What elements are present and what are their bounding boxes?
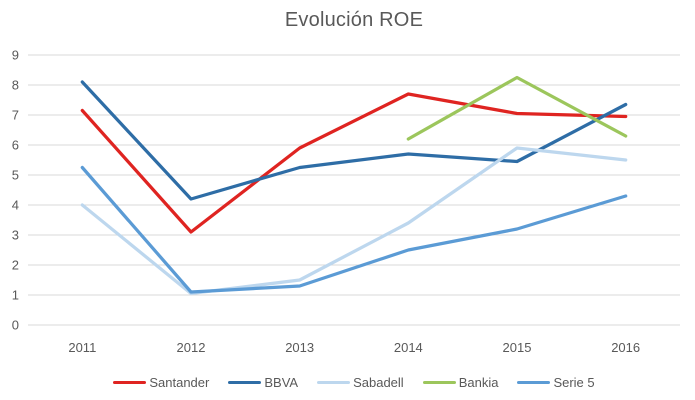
series-line-sabadell — [80, 146, 628, 296]
y-tick-label: 9 — [12, 48, 19, 63]
legend-item-serie-5: Serie 5 — [517, 375, 595, 390]
x-tick-label: 2016 — [611, 340, 640, 355]
legend-label: Bankia — [458, 375, 499, 390]
x-tick-label: 2013 — [285, 340, 314, 355]
legend-item-sabadell: Sabadell — [317, 375, 404, 390]
legend-label: Santander — [149, 375, 210, 390]
legend: Santander BBVA Sabadell Bankia Serie 5 — [28, 375, 680, 390]
series-line-bankia — [406, 75, 628, 141]
legend-item-santander: Santander — [113, 375, 209, 390]
y-tick-label: 5 — [12, 168, 19, 183]
legend-swatch — [422, 380, 456, 385]
x-tick-label: 2012 — [177, 340, 206, 355]
y-tick-label: 0 — [12, 318, 19, 333]
y-tick-label: 3 — [12, 228, 19, 243]
y-tick-label: 1 — [12, 288, 19, 303]
series-line-bbva — [80, 80, 628, 201]
legend-swatch — [113, 380, 147, 385]
legend-item-bankia: Bankia — [422, 375, 499, 390]
y-tick-label: 7 — [12, 108, 19, 123]
legend-label: Serie 5 — [553, 375, 595, 390]
y-tick-label: 6 — [12, 138, 19, 153]
x-tick-label: 2015 — [503, 340, 532, 355]
legend-label: BBVA — [264, 375, 299, 390]
legend-swatch — [228, 380, 262, 385]
legend-item-bbva: BBVA — [228, 375, 298, 390]
y-tick-label: 4 — [12, 198, 19, 213]
x-tick-label: 2014 — [394, 340, 423, 355]
legend-swatch — [517, 380, 551, 385]
series-line-serie-5 — [80, 165, 628, 294]
legend-swatch — [317, 380, 351, 385]
series-line-santander — [80, 92, 628, 234]
legend-label: Sabadell — [353, 375, 404, 390]
y-tick-label: 2 — [12, 258, 19, 273]
x-tick-label: 2011 — [68, 340, 96, 355]
chart-title: Evolución ROE — [284, 9, 424, 31]
y-tick-label: 8 — [12, 78, 19, 93]
